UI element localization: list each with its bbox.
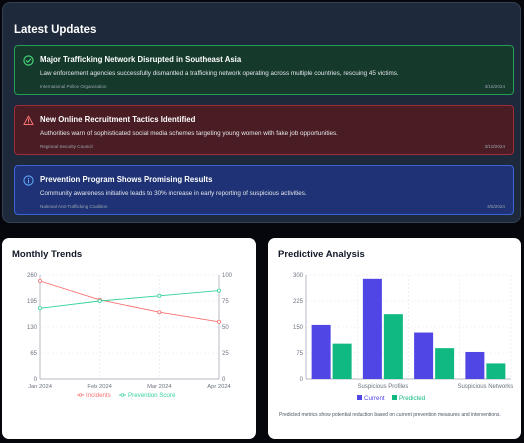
update-date: 3/5/2024	[487, 204, 505, 209]
series-line-prevention-score	[39, 290, 220, 309]
x-tick-label: Apr 2024	[207, 384, 231, 390]
update-title: New Online Recruitment Tactics Identifie…	[40, 115, 196, 124]
update-title: Major Trafficking Network Disrupted in S…	[40, 55, 242, 64]
update-body: Authorities warn of sophisticated social…	[40, 130, 338, 137]
update-body: Law enforcement agencies successfully di…	[40, 70, 399, 77]
latest-updates-title: Latest Updates	[14, 24, 97, 36]
y-tick-label: 225	[293, 299, 304, 305]
info-circle-icon	[23, 175, 34, 186]
update-source: National Anti-Trafficking Coalition	[40, 204, 108, 209]
right-tick-label: 50	[222, 325, 229, 331]
data-point	[157, 310, 162, 315]
left-tick-label: 0	[34, 377, 38, 383]
update-body: Community awareness initiative leads to …	[40, 190, 307, 197]
latest-updates-panel: Latest Updates Major Trafficking Network…	[2, 2, 521, 223]
monthly-trends-title: Monthly Trends	[12, 249, 83, 260]
y-tick-label: 150	[293, 325, 304, 331]
right-tick-label: 100	[222, 273, 233, 279]
warning-triangle-icon	[23, 115, 34, 126]
legend-label-predicted: Predicted	[399, 395, 426, 402]
data-point	[38, 279, 43, 284]
bar-current	[362, 278, 382, 379]
bar-predicted	[332, 343, 352, 379]
data-point	[97, 299, 102, 304]
x-tick-label: Feb 2024	[87, 384, 112, 390]
right-tick-label: 0	[222, 377, 226, 383]
bar-predicted	[383, 314, 403, 379]
x-tick-label: Suspicious Networks	[458, 384, 514, 390]
left-tick-label: 130	[27, 325, 38, 331]
update-card-recruitment-tactics[interactable]: New Online Recruitment Tactics Identifie…	[14, 105, 514, 155]
update-card-prevention-program[interactable]: Prevention Program Shows Promising Resul…	[14, 165, 514, 215]
predictive-analysis-title: Predictive Analysis	[278, 249, 365, 260]
update-card-network-disrupted[interactable]: Major Trafficking Network Disrupted in S…	[14, 45, 514, 95]
x-tick-label: Mar 2024	[147, 384, 172, 390]
predictive-footnote: Predicted metrics show potential reducti…	[279, 412, 501, 418]
legend-marker-incidents	[78, 393, 83, 397]
x-tick-label: Jan 2024	[28, 384, 53, 390]
monthly-trends-panel: Monthly Trends 0 65 130 195 260 0 25 50 75 100 Jan…	[2, 238, 256, 439]
predictive-analysis-panel: Predictive Analysis 0 75 150 225 300 Suspicio…	[268, 238, 521, 439]
update-title: Prevention Program Shows Promising Resul…	[40, 175, 213, 184]
bar-predicted	[435, 348, 455, 379]
bar-current	[311, 324, 331, 379]
update-source: Regional Security Council	[40, 144, 93, 149]
right-tick-label: 25	[222, 351, 229, 357]
legend-swatch-current	[357, 395, 362, 400]
bar-current	[465, 351, 485, 379]
legend-swatch-predicted	[392, 395, 397, 400]
series-line-incidents	[39, 280, 220, 323]
left-tick-label: 260	[27, 273, 38, 279]
left-tick-label: 65	[30, 351, 37, 357]
legend-label-incidents: Incidents	[86, 392, 111, 399]
predictive-analysis-chart: 0 75 150 225 300 Suspicious Profiles Suspiciou…	[293, 273, 514, 402]
legend-marker-prevention-score	[120, 393, 125, 397]
data-point	[38, 306, 43, 311]
check-circle-icon	[23, 55, 34, 66]
update-date: 3/10/2024	[484, 144, 505, 149]
data-point	[216, 319, 221, 324]
legend-label-current: Current	[364, 395, 385, 402]
y-tick-label: 300	[293, 273, 304, 279]
data-point	[216, 288, 221, 293]
left-tick-label: 195	[27, 299, 38, 305]
update-date: 3/15/2024	[484, 84, 505, 89]
bar-current	[414, 332, 434, 379]
right-tick-label: 75	[222, 299, 229, 305]
x-tick-label: Suspicious Profiles	[358, 384, 409, 390]
data-point	[157, 293, 162, 298]
y-tick-label: 0	[300, 377, 304, 383]
update-source: International Police Organization	[40, 84, 107, 89]
legend-label-prevention-score: Prevention Score	[128, 392, 176, 399]
monthly-trends-chart: 0 65 130 195 260 0 25 50 75 100 Jan 2024 Feb 2024 Ma…	[27, 273, 233, 399]
bar-predicted	[486, 363, 506, 379]
y-tick-label: 75	[296, 351, 303, 357]
